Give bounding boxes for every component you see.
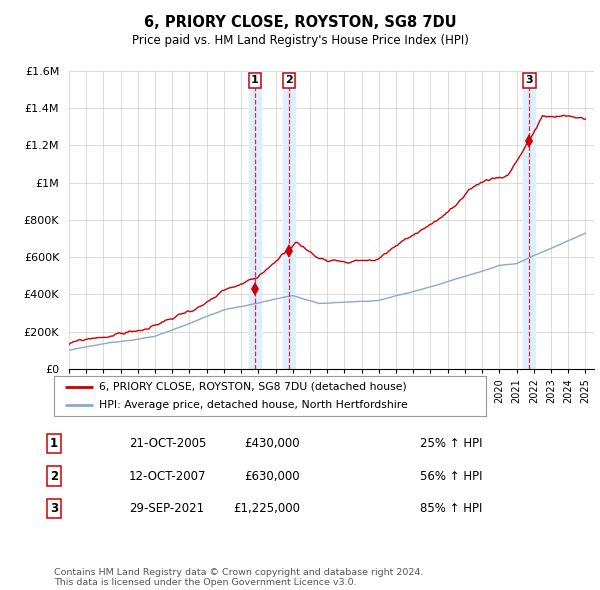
Text: 2: 2 <box>50 470 58 483</box>
Text: HPI: Average price, detached house, North Hertfordshire: HPI: Average price, detached house, Nort… <box>100 400 408 410</box>
Text: 3: 3 <box>526 76 533 86</box>
Bar <box>283 71 295 369</box>
Text: Price paid vs. HM Land Registry's House Price Index (HPI): Price paid vs. HM Land Registry's House … <box>131 34 469 47</box>
Text: 85% ↑ HPI: 85% ↑ HPI <box>420 502 482 515</box>
Text: 25% ↑ HPI: 25% ↑ HPI <box>420 437 482 450</box>
Text: 29-SEP-2021: 29-SEP-2021 <box>129 502 204 515</box>
Text: 3: 3 <box>50 502 58 515</box>
Bar <box>249 71 261 369</box>
Text: 56% ↑ HPI: 56% ↑ HPI <box>420 470 482 483</box>
Text: £630,000: £630,000 <box>244 470 300 483</box>
Text: 6, PRIORY CLOSE, ROYSTON, SG8 7DU (detached house): 6, PRIORY CLOSE, ROYSTON, SG8 7DU (detac… <box>100 382 407 392</box>
Text: 12-OCT-2007: 12-OCT-2007 <box>129 470 206 483</box>
Text: 1: 1 <box>50 437 58 450</box>
Text: 2: 2 <box>285 76 293 86</box>
Bar <box>523 71 535 369</box>
Text: 6, PRIORY CLOSE, ROYSTON, SG8 7DU: 6, PRIORY CLOSE, ROYSTON, SG8 7DU <box>143 15 457 30</box>
Text: Contains HM Land Registry data © Crown copyright and database right 2024.
This d: Contains HM Land Registry data © Crown c… <box>54 568 424 587</box>
Text: 21-OCT-2005: 21-OCT-2005 <box>129 437 206 450</box>
Text: £1,225,000: £1,225,000 <box>233 502 300 515</box>
Text: £430,000: £430,000 <box>244 437 300 450</box>
Text: 1: 1 <box>251 76 259 86</box>
